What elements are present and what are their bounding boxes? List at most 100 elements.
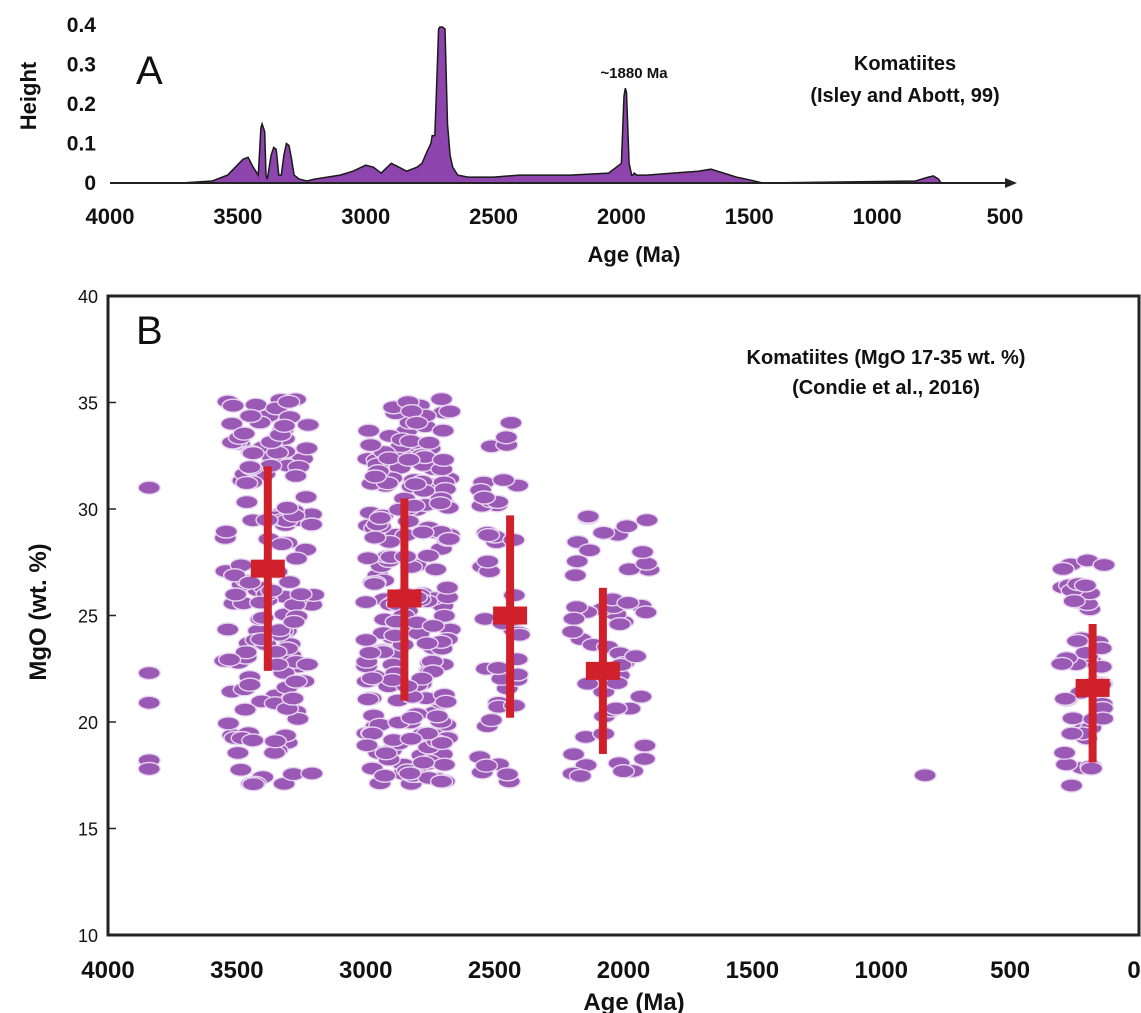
scatter-point	[241, 777, 266, 792]
scatter-point	[565, 554, 589, 569]
x-tick-label-b: 0	[1127, 957, 1140, 984]
scatter-point	[565, 599, 589, 615]
scatter-point	[400, 710, 424, 725]
peak-annotation: ~1880 Ma	[600, 65, 668, 82]
scatter-point	[437, 531, 461, 547]
scatter-point	[295, 441, 319, 456]
scatter-point	[363, 530, 387, 545]
x-tick-label-a: 3500	[213, 204, 262, 229]
scatter-point	[356, 551, 380, 566]
x-tick-label-a: 3000	[341, 204, 390, 229]
x-tick-label-b: 2000	[597, 957, 650, 984]
scatter-point	[398, 766, 422, 781]
scatter-point	[633, 738, 657, 753]
scatter-point	[608, 617, 632, 632]
scatter-point	[241, 733, 265, 748]
scatter-point	[476, 527, 501, 543]
scatter-point	[429, 774, 454, 789]
scatter-point	[491, 472, 516, 488]
scatter-point	[270, 537, 294, 552]
scatter-point	[362, 576, 387, 592]
x-tick-label-a: 1500	[725, 204, 774, 229]
scatter-point	[137, 665, 161, 681]
legend-line-b-1: Komatiites (MgO 17-35 wt. %)	[747, 347, 1026, 369]
scatter-point	[1054, 757, 1079, 772]
y-ticks-b: 10 15 20 25 30 35 40	[78, 287, 116, 946]
scatter-point	[576, 509, 600, 524]
y-tick-label-a: 0.3	[67, 54, 96, 77]
y-axis-title-b: MgO (wt. %)	[25, 543, 52, 680]
legend-line-a-1: Komatiites	[854, 53, 956, 75]
panel-letter-a: A	[136, 49, 163, 93]
scatter-point	[235, 494, 259, 510]
x-tick-label-a: 2500	[469, 204, 518, 229]
scatter-point	[615, 519, 639, 534]
scatter-point	[397, 452, 421, 467]
y-tick-label-b: 10	[78, 926, 98, 946]
area-series-path	[148, 26, 943, 184]
scatter-point	[604, 701, 628, 716]
y-tick-label-b: 35	[78, 394, 98, 414]
scatter-point	[476, 554, 500, 569]
scatter-point	[1065, 633, 1090, 649]
scatter-point	[417, 435, 441, 450]
scatter-point	[1051, 561, 1075, 577]
scatter-point	[562, 611, 586, 626]
scatter-point	[913, 768, 937, 783]
scatter-point	[1059, 778, 1084, 793]
scatter-point	[629, 689, 653, 704]
y-tick-label-b: 15	[78, 820, 98, 840]
x-tick-label-b: 1500	[726, 957, 779, 984]
scatter-point	[238, 408, 263, 424]
y-tick-label-b: 25	[78, 607, 98, 627]
scatter-point	[357, 423, 381, 438]
scatter-point	[286, 711, 310, 727]
scatter-point	[284, 468, 308, 484]
scatter-point	[223, 587, 248, 602]
scatter-point	[368, 510, 392, 526]
scatter-point	[277, 394, 301, 409]
x-tick-label-b: 2500	[468, 957, 521, 984]
scatter-point	[430, 735, 454, 751]
x-tick-label-a: 500	[987, 204, 1024, 229]
scatter-point	[561, 747, 586, 762]
scatter-point	[282, 614, 306, 630]
scatter-point	[431, 423, 455, 438]
mean-marker	[585, 661, 620, 680]
scatter-point	[577, 543, 602, 558]
scatter-point	[425, 709, 450, 724]
scatter-point	[1061, 711, 1085, 726]
scatter-point	[377, 451, 401, 466]
scatter-point	[284, 551, 309, 566]
mean-marker	[250, 559, 285, 578]
scatter-point	[494, 430, 519, 445]
scatter-point	[360, 726, 385, 741]
scatter-point	[438, 404, 462, 419]
scatter-point	[399, 404, 424, 419]
scatter-point	[294, 489, 318, 505]
y-ticks-a: 0 0.1 0.2 0.3 0.4	[67, 14, 97, 195]
scatter-point	[499, 415, 523, 430]
mean-marker	[1075, 678, 1110, 697]
scatter-point	[1050, 656, 1074, 672]
scatter-point	[486, 660, 510, 676]
scatter-point	[355, 738, 379, 753]
scatter-point	[263, 734, 288, 749]
scatter-point	[229, 762, 253, 777]
panel-letter-b: B	[136, 309, 163, 353]
scatter-point	[354, 632, 378, 648]
scatter-point	[424, 562, 448, 577]
scatter-point	[221, 398, 245, 413]
legend-line-b-2: (Condie et al., 2016)	[792, 377, 980, 399]
scatter-point	[411, 525, 435, 540]
scatter-point	[616, 595, 640, 610]
scatter-point	[299, 517, 324, 532]
scatter-point	[560, 624, 585, 639]
scatter-point	[428, 496, 452, 511]
scatter-point	[275, 500, 299, 515]
scatter-point	[1073, 578, 1098, 593]
x-tick-label-a: 2000	[597, 204, 646, 229]
scatter-point	[220, 416, 244, 431]
scatter-point	[226, 745, 250, 761]
